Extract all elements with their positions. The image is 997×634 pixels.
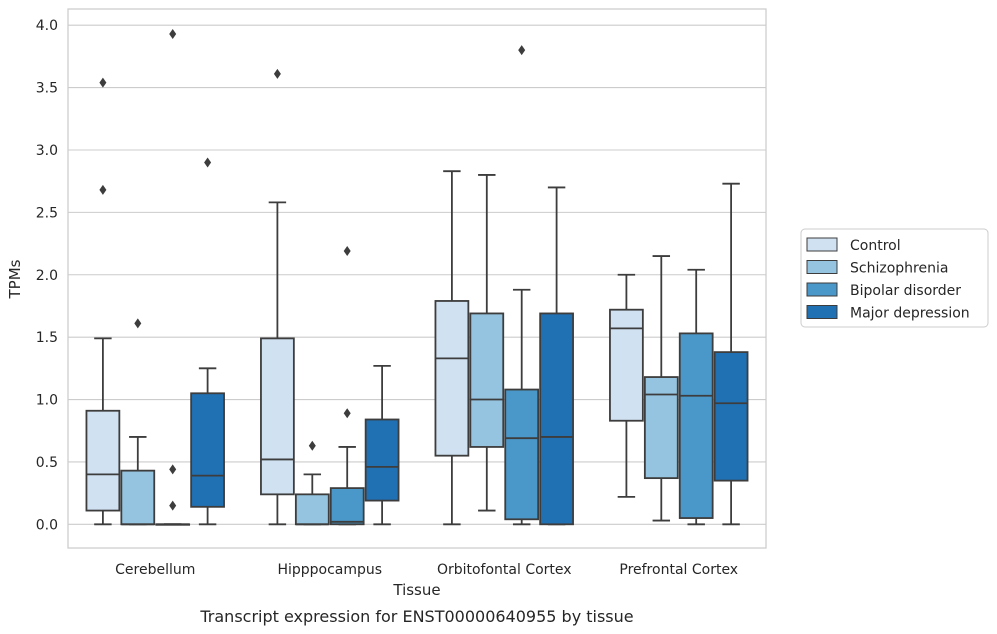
box-body [539,312,574,526]
box [504,45,540,526]
series-bipolar-disorder [155,28,714,526]
figure-caption: Transcript expression for ENST0000064095… [199,607,633,626]
legend-swatch [806,282,838,297]
box-body [329,487,365,526]
y-tick-label: 4.0 [36,18,58,34]
y-axis-label: TPMs [6,259,24,299]
gridlines [68,24,766,525]
box [85,77,121,526]
legend-frame [800,228,989,328]
outlier-point [134,318,142,329]
outlier-point [99,77,107,88]
y-tick-label: 0.0 [36,517,58,533]
box [329,246,365,526]
box-series [85,28,749,526]
outlier-point [169,28,177,39]
box [190,157,225,526]
box [260,68,295,526]
legend-label: Bipolar disorder [850,283,961,299]
box [469,174,505,512]
series-schizophrenia [120,174,679,526]
box-body [609,308,644,422]
box-body [434,300,470,457]
box [155,28,191,526]
x-tick-label: Cerebellum [115,562,195,578]
legend-label: Control [850,238,901,254]
outlier-point [343,408,351,419]
box-body [504,388,540,521]
series-control [85,68,644,526]
legend-swatch [806,237,838,252]
outlier-point [308,440,316,451]
box-body [643,376,679,480]
y-tick-label: 1.0 [36,393,58,409]
box-body [713,351,749,482]
box-body [469,312,505,448]
y-tick-label: 1.5 [36,330,58,346]
x-axis-label: Tissue [392,581,440,599]
x-tick-labels: Cerebellum Hipppocampus Orbitofontal Corte… [115,562,738,578]
y-tick-label: 3.0 [36,143,58,159]
x-tick-label: Hipppocampus [277,562,382,578]
y-tick-labels: 0.0 0.5 1.0 1.5 2.0 2.5 3.0 3.5 4.0 [36,18,58,533]
series-major-depression [190,157,749,526]
y-tick-label: 3.5 [36,81,58,97]
box-body [120,469,156,526]
y-tick-label: 0.5 [36,455,58,471]
box [678,268,714,526]
outlier-point [169,500,177,511]
box [539,186,574,526]
x-tick-label: Orbitofontal Cortex [437,562,572,578]
box-body [190,392,225,508]
legend-label: Schizophrenia [850,261,948,277]
outlier-point [99,184,107,195]
plot-frame [67,8,767,549]
x-tick-label: Prefrontal Cortex [619,562,738,578]
legend-swatch [806,260,838,274]
box-body [294,493,330,526]
box [609,273,644,498]
legend-swatch [806,305,838,319]
outlier-point [273,68,281,79]
box [294,440,330,526]
box-body [364,418,400,502]
outlier-point [204,157,212,168]
legend-label: Major depression [850,306,970,322]
box [120,318,156,526]
box-body [85,409,121,512]
box-body [260,337,295,496]
box [713,182,749,526]
y-tick-label: 2.5 [36,205,58,221]
outlier-point [518,45,526,56]
box [643,255,679,522]
outlier-point [169,464,177,475]
box [434,170,470,526]
box [364,364,400,526]
outlier-point [343,246,351,257]
box-body [678,332,714,519]
legend: Control Schizophrenia Bipolar disorder Majo… [800,228,989,328]
y-tick-label: 2.0 [36,268,58,284]
